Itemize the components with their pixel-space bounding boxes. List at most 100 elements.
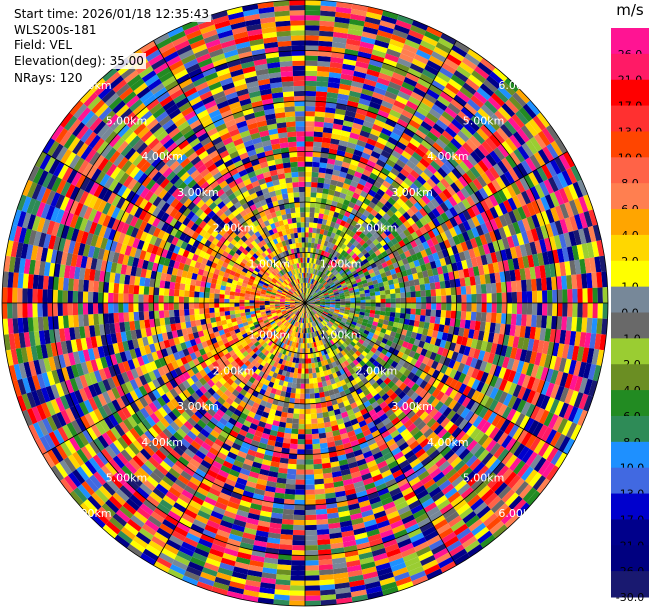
range-gate [314, 299, 320, 302]
range-gate [583, 362, 592, 379]
range-gate [448, 49, 465, 62]
range-gate [291, 555, 305, 561]
range-gate [368, 268, 375, 275]
range-gate [313, 131, 323, 138]
range-gate [309, 298, 315, 302]
range-gate [400, 48, 416, 59]
range-gate [532, 115, 546, 131]
range-gate [583, 210, 593, 228]
range-gate [291, 382, 297, 389]
range-gate [378, 318, 384, 324]
range-gate [350, 8, 367, 17]
range-gate [307, 288, 310, 294]
range-gate [309, 305, 315, 308]
range-gate [524, 242, 533, 256]
range-gate [308, 288, 312, 294]
range-gate [367, 106, 380, 115]
range-gate [369, 313, 375, 318]
range-gate [389, 132, 401, 142]
range-gate [387, 171, 397, 181]
range-gate [361, 267, 368, 274]
range-gate [349, 307, 356, 311]
range-gate [345, 321, 352, 326]
range-gate [363, 198, 371, 206]
range-gate [317, 238, 322, 245]
range-gate [308, 295, 313, 300]
range-gate [525, 229, 535, 243]
range-gate [339, 292, 345, 296]
range-gate [299, 353, 303, 359]
range-gate [420, 264, 427, 272]
range-gate [347, 272, 354, 278]
range-gate [287, 407, 294, 414]
range-gate [471, 294, 477, 303]
range-gate [415, 333, 423, 341]
range-gate [378, 154, 389, 164]
range-gate [359, 93, 373, 102]
range-gate [497, 261, 505, 273]
range-gate [489, 375, 499, 388]
range-gate [379, 290, 386, 296]
range-gate [363, 270, 370, 277]
range-gate [330, 274, 335, 280]
range-gate [504, 324, 511, 336]
range-gate [399, 313, 406, 319]
range-gate [348, 137, 359, 145]
range-gate [320, 303, 326, 306]
range-gate [559, 203, 570, 219]
range-gate [540, 367, 549, 381]
range-gate [339, 296, 346, 300]
range-gate [395, 226, 404, 235]
range-gate [322, 245, 327, 252]
range-gate [509, 246, 518, 259]
range-gate [305, 293, 307, 298]
range-gate [338, 247, 344, 254]
range-gate [533, 133, 547, 149]
range-gate [406, 342, 414, 351]
range-gate [539, 327, 547, 341]
range-gate [572, 408, 584, 425]
range-gate [311, 232, 317, 239]
range-gate [380, 294, 386, 299]
range-gate [548, 413, 559, 430]
range-gate [453, 326, 460, 336]
range-gate [305, 35, 319, 41]
range-gate [366, 323, 373, 329]
range-gate [601, 318, 608, 335]
range-gate [531, 200, 541, 215]
range-gate [355, 305, 361, 309]
range-gate [311, 176, 319, 183]
range-gate [408, 96, 422, 107]
range-gate [514, 348, 523, 361]
range-gate [537, 340, 545, 354]
range-gate [484, 397, 494, 409]
range-gate [414, 284, 421, 292]
range-gate [375, 34, 391, 44]
range-gate [352, 192, 360, 200]
range-gate [305, 166, 313, 172]
range-gate [468, 74, 483, 88]
range-gate [292, 540, 305, 546]
range-gate [462, 142, 474, 155]
range-gate [316, 71, 330, 77]
range-gate [450, 182, 461, 194]
range-gate [374, 330, 381, 336]
range-gate [365, 11, 383, 21]
range-gate [407, 67, 422, 78]
range-gate [352, 283, 358, 288]
range-gate [389, 109, 402, 119]
range-gate [408, 119, 421, 130]
range-gate [383, 220, 392, 229]
range-gate [525, 363, 535, 377]
range-gate [582, 303, 588, 318]
range-gate [340, 73, 354, 81]
range-gate [443, 325, 450, 334]
range-gate [337, 93, 350, 101]
range-gate [432, 345, 440, 354]
range-gate [352, 175, 361, 184]
range-gate [541, 277, 548, 291]
range-gate [315, 259, 319, 265]
range-gate [326, 231, 333, 237]
range-gate [329, 298, 336, 301]
